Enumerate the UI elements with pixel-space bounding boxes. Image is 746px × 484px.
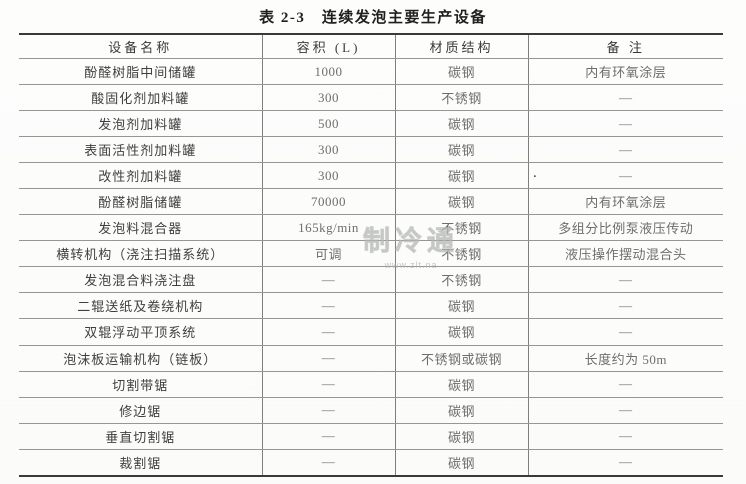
table-row: 切割带锯 — 碳钢 —: [19, 371, 723, 398]
material-cell: 碳钢: [395, 397, 529, 424]
table-row: 双辊浮动平顶系统 — 碳钢 —: [19, 318, 723, 346]
col-header-material: 材质结构: [395, 34, 529, 59]
equipment-name-cell: 双辊浮动平顶系统: [19, 318, 263, 346]
volume-cell: —: [262, 423, 396, 450]
table-row: 表面活性剂加料罐 300 碳钢 —: [19, 136, 723, 164]
equipment-table: 设备名称 容积 (L) 材质结构 备 注 酚醛树脂中间储罐 1000 碳钢 内有环氧涂…: [19, 33, 723, 477]
table-row: 发泡料混合器 165kg/min 不锈钢 多组分比例泵液压传动: [19, 214, 723, 242]
material-cell: 不锈钢或碳钢: [395, 345, 529, 372]
remark-cell: 多组分比例泵液压传动: [528, 214, 723, 242]
equipment-name-cell: 二辊送纸及卷绕机构: [19, 292, 263, 320]
remark-cell: —: [619, 454, 633, 470]
table-row: 改性剂加料罐 300 碳钢 —: [19, 162, 723, 190]
volume-cell: 1000: [262, 58, 396, 86]
volume-cell: —: [262, 371, 396, 398]
volume-cell: —: [262, 292, 396, 320]
volume-cell: —: [262, 449, 396, 476]
equipment-name-cell: 切割带锯: [19, 371, 263, 398]
material-cell: 不锈钢: [395, 84, 529, 112]
material-cell: 不锈钢: [395, 214, 529, 242]
header-row: 设备名称 容积 (L) 材质结构 备 注: [19, 34, 723, 59]
volume-cell: —: [262, 318, 396, 346]
material-cell: 不锈钢: [395, 266, 529, 294]
remark-cell: —: [528, 318, 723, 346]
volume-cell: 165kg/min: [262, 214, 396, 242]
col-header-equipment-name: 设备名称: [19, 34, 263, 59]
table-row: 垂直切割锯 — 碳钢 —: [19, 423, 723, 450]
equipment-name-cell: 发泡料混合器: [19, 214, 263, 242]
remark-cell: —: [528, 371, 723, 398]
table-row: 发泡剂加料罐 500 碳钢 —: [19, 110, 723, 138]
material-cell: 碳钢: [395, 371, 529, 398]
material-cell: 碳钢: [395, 162, 529, 190]
remark-cell: 内有环氧涂层: [528, 58, 723, 86]
table-row: 二辊送纸及卷绕机构 — 碳钢 —: [19, 292, 723, 320]
volume-cell: —: [262, 345, 396, 372]
material-cell: 碳钢: [395, 318, 529, 346]
material-cell: 碳钢: [395, 423, 529, 450]
remark-cell: 长度约为 50m: [528, 345, 723, 372]
table-row: 泡沫板运输机构（链板） — 不锈钢或碳钢 长度约为 50m: [19, 345, 723, 372]
table-row: 酸固化剂加料罐 300 不锈钢 —: [19, 84, 723, 112]
material-cell: 碳钢: [395, 110, 529, 138]
equipment-name-cell: 改性剂加料罐: [19, 162, 263, 190]
table-title: 表 2-3 连续发泡主要生产设备: [259, 10, 487, 26]
volume-cell: —: [262, 266, 396, 294]
equipment-name-cell: 发泡剂加料罐: [19, 110, 263, 138]
equipment-name-cell: 酸固化剂加料罐: [19, 84, 263, 112]
volume-cell: 500: [262, 110, 396, 138]
material-cell: 碳钢: [395, 449, 529, 476]
equipment-name-cell: 发泡混合料浇注盘: [19, 266, 263, 294]
material-cell: 不锈钢: [395, 240, 529, 268]
remark-cell: —: [528, 84, 723, 112]
material-cell: 碳钢: [395, 292, 529, 320]
table-row: 酚醛树脂储罐 70000 碳钢 内有环氧涂层: [19, 188, 723, 216]
equipment-name-cell: 修边锯: [19, 397, 263, 424]
volume-cell: 300: [262, 162, 396, 190]
col-header-remark: 备 注: [528, 34, 723, 59]
stray-print-dot: .: [533, 165, 537, 181]
equipment-name-cell: 横转机构（浇注扫描系统）: [19, 240, 263, 268]
equipment-name-cell: 表面活性剂加料罐: [19, 136, 263, 164]
volume-cell: 70000: [262, 188, 396, 216]
remark-cell: —: [528, 110, 723, 138]
remark-cell: —: [528, 397, 723, 424]
equipment-name-cell: 泡沫板运输机构（链板）: [19, 345, 263, 372]
volume-cell: 可调: [262, 240, 396, 268]
material-cell: 碳钢: [395, 136, 529, 164]
table-row: 裁割锯 — 碳钢 —: [19, 449, 723, 476]
material-cell: 碳钢: [395, 188, 529, 216]
table-row: 修边锯 — 碳钢 —: [19, 397, 723, 424]
equipment-name-cell: 垂直切割锯: [19, 423, 263, 450]
col-header-volume: 容积 (L): [262, 34, 396, 59]
equipment-name-cell: 酚醛树脂中间储罐: [19, 58, 263, 86]
volume-cell: 300: [262, 84, 396, 112]
table-row: 发泡混合料浇注盘 — 不锈钢 —: [19, 266, 723, 294]
remark-cell: 液压操作摆动混合头: [528, 240, 723, 268]
material-cell: 碳钢: [395, 58, 529, 86]
table-row: 横转机构（浇注扫描系统） 可调 不锈钢 液压操作摆动混合头: [19, 240, 723, 268]
remark-cell: —: [528, 423, 723, 450]
remark-cell: —: [528, 266, 723, 294]
remark-cell: —: [528, 162, 723, 190]
remark-cell: —: [528, 136, 723, 164]
volume-cell: 300: [262, 136, 396, 164]
equipment-name-cell: 裁割锯: [19, 449, 263, 476]
table-row: 酚醛树脂中间储罐 1000 碳钢 内有环氧涂层: [19, 58, 723, 86]
remark-cell: 内有环氧涂层: [528, 188, 723, 216]
remark-cell: —: [528, 292, 723, 320]
equipment-name-cell: 酚醛树脂储罐: [19, 188, 263, 216]
volume-cell: —: [262, 397, 396, 424]
